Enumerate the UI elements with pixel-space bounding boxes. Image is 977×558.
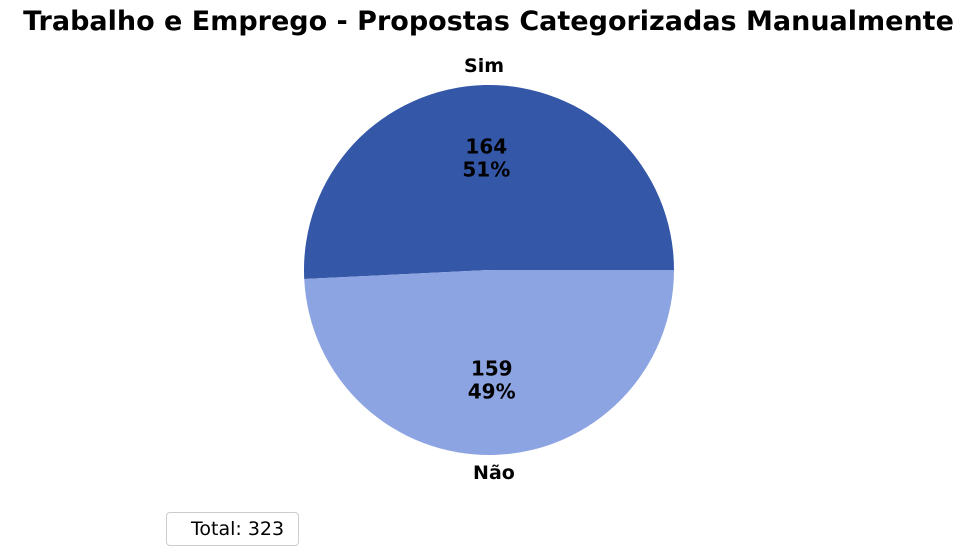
slice-percent-label-0: 51%: [462, 158, 510, 182]
legend-total: Total: 323: [166, 512, 299, 546]
slice-value-label-1: 159: [471, 356, 513, 380]
slice-value-label-0: 164: [465, 135, 507, 159]
pie-slice-0: [304, 85, 674, 279]
slice-label-1: Não: [473, 462, 515, 484]
slice-label-0: Sim: [464, 55, 504, 77]
slice-percent-label-1: 49%: [468, 379, 516, 403]
